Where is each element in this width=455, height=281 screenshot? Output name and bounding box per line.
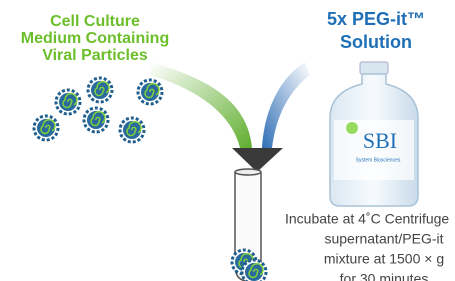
green-flow — [150, 62, 252, 148]
blue-flow — [262, 62, 310, 148]
caption: supernatant/PEG-it — [324, 231, 443, 247]
diagram: Cell Culture Medium Containing Viral Par… — [0, 0, 455, 281]
caption: for 30 minutes — [340, 271, 429, 281]
right-title: 5x PEG-it™ — [327, 9, 425, 29]
bottle-logo: SBI — [363, 128, 397, 153]
left-title: Viral Particles — [42, 47, 148, 64]
arrow — [232, 148, 283, 172]
bottle-company: System Biosciences — [356, 157, 401, 163]
caption: mixture at 1500 × g — [324, 251, 444, 267]
left-title: Medium Containing — [21, 30, 169, 47]
right-title: Solution — [340, 32, 412, 52]
viruses — [34, 78, 162, 142]
bottle: SBI System Biosciences — [330, 62, 418, 206]
tube — [232, 169, 266, 281]
caption: Incubate at 4˚C Centrifuge — [285, 211, 449, 227]
left-title: Cell Culture — [50, 13, 140, 30]
